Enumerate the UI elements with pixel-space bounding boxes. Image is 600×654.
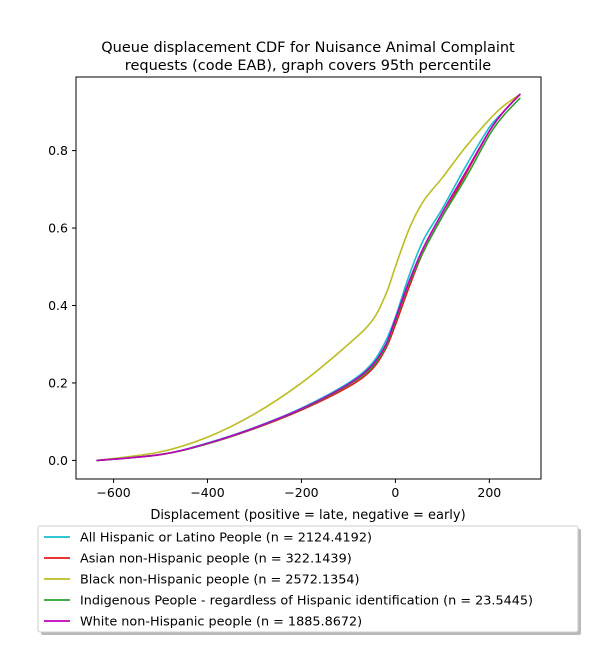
legend-label-0: All Hispanic or Latino People (n = 2124.… bbox=[80, 531, 372, 546]
chart-title: Queue displacement CDF for Nuisance Anim… bbox=[101, 40, 515, 74]
y-tick-label: 0.4 bbox=[48, 298, 68, 313]
x-tick-label: 200 bbox=[477, 485, 501, 500]
chart-title-line-1: Queue displacement CDF for Nuisance Anim… bbox=[101, 40, 515, 56]
y-tick-label: 0.6 bbox=[48, 221, 68, 236]
x-axis-label: Displacement (positive = late, negative … bbox=[150, 508, 465, 523]
y-tick-label: 0.8 bbox=[48, 143, 68, 158]
y-tick-label: 0.0 bbox=[48, 453, 68, 468]
plot-area-frame bbox=[75, 76, 542, 480]
y-axis: 0.0 0.2 0.4 0.6 0.8 bbox=[48, 143, 76, 468]
legend-label-1: Asian non-Hispanic people (n = 322.1439) bbox=[80, 552, 352, 567]
legend-label-4: White non-Hispanic people (n = 1885.8672… bbox=[80, 615, 362, 630]
legend-label-2: Black non-Hispanic people (n = 2572.1354… bbox=[80, 573, 360, 588]
x-tick-label: −200 bbox=[284, 485, 318, 500]
x-tick-label: −400 bbox=[190, 485, 224, 500]
legend: All Hispanic or Latino People (n = 2124.… bbox=[37, 525, 581, 635]
x-tick-label: 0 bbox=[391, 485, 399, 500]
series-line-4 bbox=[96, 93, 521, 462]
legend-label-3: Indigenous People - regardless of Hispan… bbox=[80, 594, 533, 609]
series-layer bbox=[96, 93, 521, 462]
series-line-2 bbox=[96, 93, 521, 462]
chart-title-line-2: requests (code EAB), graph covers 95th p… bbox=[125, 58, 491, 74]
y-tick-label: 0.2 bbox=[48, 375, 68, 390]
x-tick-label: −600 bbox=[96, 485, 130, 500]
x-axis: −600 −400 −200 0 200 bbox=[96, 479, 501, 500]
legend-frame bbox=[37, 525, 579, 633]
legend-entries: All Hispanic or Latino People (n = 2124.… bbox=[44, 531, 533, 630]
